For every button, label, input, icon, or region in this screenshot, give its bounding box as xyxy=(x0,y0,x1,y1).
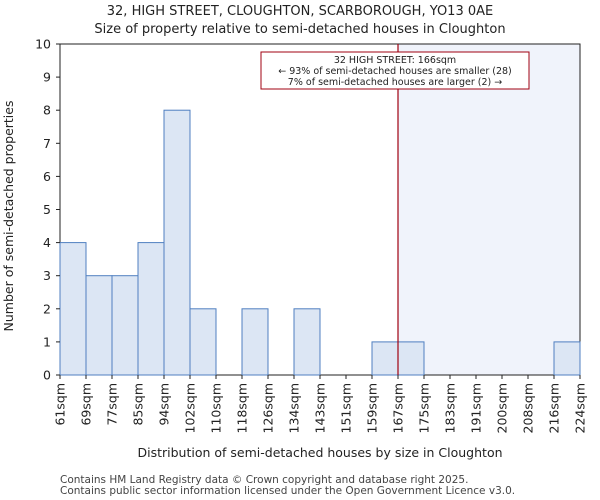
annotation-line-1: 32 HIGH STREET: 166sqm xyxy=(334,55,456,66)
x-tick-label: 102sqm xyxy=(183,383,198,433)
bars-group xyxy=(59,109,581,376)
x-tick-label: 183sqm xyxy=(443,383,458,433)
chart-title-line-2: Size of property relative to semi-detach… xyxy=(94,22,505,37)
bar xyxy=(137,242,165,376)
y-axis-ticks: 0 1 2 3 4 5 6 7 8 9 10 xyxy=(35,37,60,383)
y-axis-label: Number of semi-detached properties xyxy=(1,101,16,332)
bar xyxy=(85,275,113,376)
x-tick-label: 191sqm xyxy=(469,383,484,433)
bar xyxy=(371,341,399,376)
x-tick-label: 208sqm xyxy=(521,383,536,433)
y-tick-label: 7 xyxy=(43,136,51,151)
annotation-box xyxy=(260,51,530,90)
x-tick-label: 134sqm xyxy=(287,383,302,433)
y-tick-label: 10 xyxy=(35,37,51,52)
bar xyxy=(241,308,269,376)
bar xyxy=(293,308,321,376)
plot-area xyxy=(59,43,581,376)
x-tick-label: 216sqm xyxy=(547,383,562,433)
marker-layer: 32 HIGH STREET: 166sqm← 93% of semi-deta… xyxy=(260,44,530,375)
footer-line-2: Contains public sector information licen… xyxy=(60,485,515,497)
y-tick-label: 0 xyxy=(43,368,51,383)
footer-line-1: Contains HM Land Registry data © Crown c… xyxy=(60,474,468,486)
x-tick-label: 151sqm xyxy=(339,383,354,433)
x-axis-ticks: 61sqm 69sqm 77sqm 85sqm 94sqm 102sqm 110sqm 118… xyxy=(53,375,588,433)
y-tick-label: 5 xyxy=(43,202,51,217)
bar xyxy=(59,242,87,376)
x-tick-label: 200sqm xyxy=(495,383,510,433)
y-tick-label: 3 xyxy=(43,268,51,283)
x-tick-label: 110sqm xyxy=(209,383,224,433)
x-tick-label: 143sqm xyxy=(313,383,328,433)
x-tick-label: 175sqm xyxy=(417,383,432,433)
x-tick-label: 77sqm xyxy=(105,383,120,426)
x-tick-label: 69sqm xyxy=(79,383,94,426)
bar xyxy=(163,109,191,376)
annotation-line-2: ← 93% of semi-detached houses are smalle… xyxy=(278,66,512,77)
x-tick-label: 167sqm xyxy=(391,383,406,433)
highlight-region xyxy=(398,44,580,375)
y-tick-label: 1 xyxy=(43,334,51,349)
chart-title-line-1: 32, HIGH STREET, CLOUGHTON, SCARBOROUGH,… xyxy=(107,4,493,19)
y-tick-label: 2 xyxy=(43,301,51,316)
x-tick-label: 159sqm xyxy=(365,383,380,433)
y-tick-label: 8 xyxy=(43,103,51,118)
bar xyxy=(553,341,581,376)
bar xyxy=(397,341,425,376)
x-tick-label: 85sqm xyxy=(131,383,146,426)
bar xyxy=(111,275,139,376)
x-tick-label: 61sqm xyxy=(53,383,68,426)
x-tick-label: 224sqm xyxy=(573,383,588,433)
y-tick-label: 4 xyxy=(43,235,51,250)
x-tick-label: 94sqm xyxy=(157,383,172,426)
annotation-line-3: 7% of semi-detached houses are larger (2… xyxy=(288,77,502,88)
x-axis-label: Distribution of semi-detached houses by … xyxy=(137,445,502,460)
bar xyxy=(189,308,217,376)
x-tick-label: 118sqm xyxy=(235,383,250,433)
y-tick-label: 6 xyxy=(43,169,51,184)
x-tick-label: 126sqm xyxy=(261,383,276,433)
y-tick-label: 9 xyxy=(43,70,51,85)
